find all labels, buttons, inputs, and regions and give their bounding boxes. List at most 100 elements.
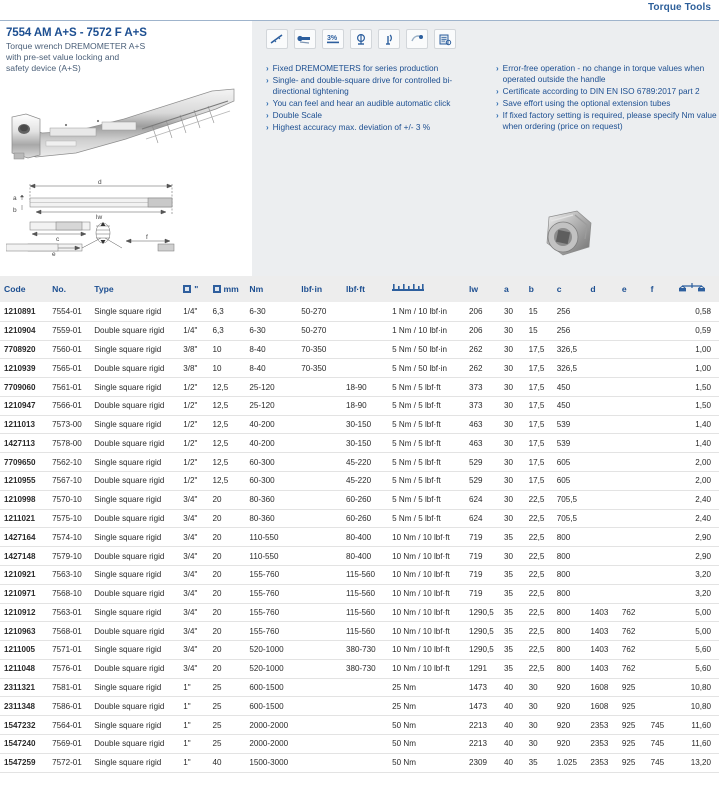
cell-code[interactable]: 1210904 [0,321,51,341]
cell-code[interactable]: 1427148 [0,546,51,566]
table-row[interactable]: 7709060 7561-01 Single square rigid 1/2" 12,… [0,377,719,397]
three-percent-accuracy-icon[interactable]: 3% [322,29,344,49]
column-header-d[interactable]: d [588,276,620,303]
column-header-code[interactable]: Code [0,276,51,303]
ratchet-icon[interactable] [294,29,316,49]
cell-code[interactable]: 1210955 [0,471,51,491]
column-header-lw[interactable]: lw [466,276,503,303]
cell-code[interactable]: 1211021 [0,509,51,529]
column-header-type[interactable]: Type [92,276,182,303]
table-row[interactable]: 1211048 7576-01 Double square rigid 3/4" 20 5… [0,659,719,679]
calibration-icon[interactable] [350,29,372,49]
cell-inch: 1/2" [181,433,211,454]
cell-code[interactable]: 7709650 [0,452,51,473]
cell-code[interactable]: 1210971 [0,584,51,604]
cell-code[interactable]: 1427113 [0,433,51,454]
cell-code[interactable]: 1547240 [0,734,51,754]
features-panel: 3% › Fixed DREMOMETERS for series product… [250,21,719,276]
column-header-inch[interactable]: " [181,276,211,303]
cell-a: 30 [502,546,527,566]
cell-a: 35 [502,584,527,604]
table-row[interactable]: 1210891 7554-01 Single square rigid 1/4" 6,3… [0,302,719,322]
cell-b: 17,5 [526,433,555,454]
safety-lock-icon[interactable] [406,29,428,49]
cell-code[interactable]: 1210939 [0,358,51,379]
table-row[interactable]: 7709650 7562-10 Single square rigid 1/2" 12,… [0,452,719,473]
table-row[interactable]: 1210955 7567-10 Double square rigid 1/2" 12,… [0,471,719,491]
column-header-lbfft[interactable]: lbf·ft [343,276,391,303]
cell-no: 7578-00 [50,433,93,454]
cell-code[interactable]: 1211013 [0,415,51,435]
feature-item: › Double Scale [266,110,486,121]
feature-text: Save effort using the optional extension… [502,98,671,108]
cell-e [619,546,649,566]
table-row[interactable]: 1210921 7563-10 Single square rigid 3/4" 20 1… [0,565,719,585]
cell-code[interactable]: 1210891 [0,302,51,322]
cell-lbfft: 80-400 [343,546,391,566]
table-row[interactable]: 1427164 7574-10 Single square rigid 3/4" 20 1… [0,527,719,548]
table-row[interactable]: 1210904 7559-01 Double square rigid 1/4" 6,3… [0,321,719,341]
measuring-range-icon[interactable] [266,29,288,49]
table-row[interactable]: 1210963 7568-01 Double square rigid 3/4" 20 1… [0,621,719,642]
cell-nm: 60-300 [247,471,300,491]
column-header-nm[interactable]: Nm [247,276,300,303]
cell-code[interactable]: 7709060 [0,377,51,397]
table-row[interactable]: 1210939 7565-01 Double square rigid 3/8" 10 8… [0,358,719,379]
table-row[interactable]: 1210971 7568-10 Double square rigid 3/4" 20 1… [0,584,719,604]
click-signal-icon[interactable] [378,29,400,49]
column-header-weight[interactable] [677,276,719,303]
table-row[interactable]: 1547232 7564-01 Single square rigid 1" 25 200… [0,715,719,735]
cell-scale: 25 Nm [390,678,467,698]
header-divider [0,20,719,21]
column-header-lbfin[interactable]: lbf·in [299,276,344,303]
table-row[interactable]: 1547240 7569-01 Double square rigid 1" 25 200… [0,734,719,754]
cell-no: 7565-01 [50,358,93,379]
column-header-a[interactable]: a [502,276,527,303]
cell-lw: 1290,5 [466,603,503,623]
feature-item: › Highest accuracy max. deviation of +/- … [266,122,486,133]
column-header-b[interactable]: b [526,276,555,303]
cell-code[interactable]: 1210912 [0,603,51,623]
square-drive-photo [537,203,599,265]
cell-type: Double square rigid [92,471,182,491]
table-row[interactable]: 7708920 7560-01 Single square rigid 3/8" 10 8… [0,340,719,360]
cell-f [648,415,678,435]
column-header-scale-graduation[interactable] [390,276,467,303]
cell-no: 7572-01 [50,753,93,773]
cell-code[interactable]: 1211005 [0,640,51,660]
cell-a: 30 [502,490,527,510]
table-row[interactable]: 1547259 7572-01 Single square rigid 1" 40 150… [0,753,719,773]
cell-code[interactable]: 1210998 [0,490,51,510]
table-row[interactable]: 1210912 7563-01 Single square rigid 3/4" 20 1… [0,603,719,623]
certificate-icon[interactable] [434,29,456,49]
cell-code[interactable]: 1211048 [0,659,51,679]
column-header-e[interactable]: e [619,276,649,303]
table-row[interactable]: 2311348 7586-01 Double square rigid 1" 25 600… [0,696,719,717]
table-row[interactable]: 1427113 7578-00 Double square rigid 1/2" 12,… [0,433,719,454]
column-header-f[interactable]: f [648,276,678,303]
table-row[interactable]: 1210998 7570-10 Single square rigid 3/4" 20 8… [0,490,719,510]
cell-inch: 3/4" [181,509,211,529]
cell-code[interactable]: 1210921 [0,565,51,585]
cell-code[interactable]: 1210963 [0,621,51,642]
column-header-no[interactable]: No. [50,276,93,303]
cell-code[interactable]: 1427164 [0,527,51,548]
cell-code[interactable]: 1547259 [0,753,51,773]
table-row[interactable]: 1211021 7575-10 Double square rigid 3/4" 20 8… [0,509,719,529]
table-row[interactable]: 1211013 7573-00 Single square rigid 1/2" 12,… [0,415,719,435]
column-header-c[interactable]: c [554,276,589,303]
cell-lbfin [299,471,344,491]
cell-code[interactable]: 2311321 [0,678,51,698]
table-row[interactable]: 2311321 7581-01 Single square rigid 1" 25 600… [0,678,719,698]
table-row[interactable]: 1210947 7566-01 Double square rigid 1/2" 12,… [0,396,719,416]
cell-type: Single square rigid [92,753,182,773]
table-row[interactable]: 1211005 7571-01 Single square rigid 3/4" 20 5… [0,640,719,660]
cell-code[interactable]: 1547232 [0,715,51,735]
cell-code[interactable]: 1210947 [0,396,51,416]
column-header-mm[interactable]: mm [210,276,248,303]
table-row[interactable]: 1427148 7579-10 Double square rigid 3/4" 20 1… [0,546,719,566]
cell-kg: 2,40 [677,490,719,510]
cell-f [648,302,678,322]
cell-code[interactable]: 2311348 [0,696,51,717]
cell-code[interactable]: 7708920 [0,340,51,360]
